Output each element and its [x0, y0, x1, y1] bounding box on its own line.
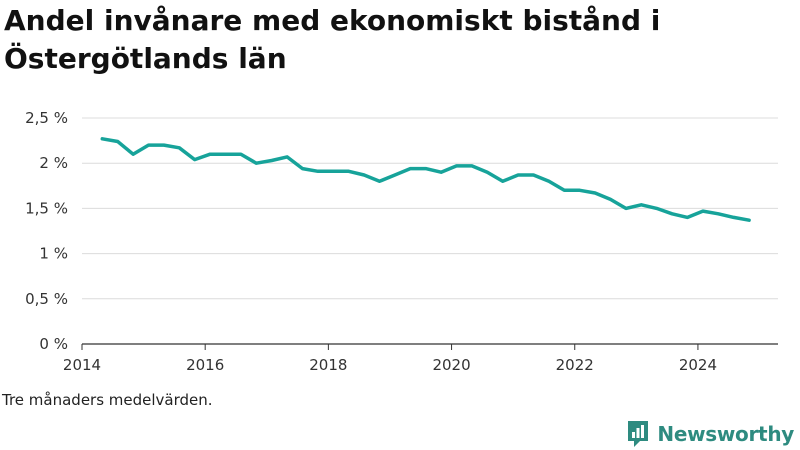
brand-logo: Newsworthy [626, 418, 794, 450]
x-tick-label: 2024 [679, 356, 717, 374]
brand-name: Newsworthy [657, 422, 794, 446]
footnote: Tre månaders medelvärden. [2, 391, 213, 409]
x-tick-label: 2018 [309, 356, 347, 374]
line-chart: 0 % 0,5 % 1 % 1,5 % 2 % 2,5 % 2014 2016 2018 202… [25, 109, 778, 374]
y-tick-label: 1,5 % [25, 199, 68, 217]
y-tick-label: 0 % [39, 335, 68, 353]
y-tick-label: 1 % [39, 245, 68, 263]
x-tick-label: 2020 [432, 356, 470, 374]
chart-title: Andel invånare med ekonomiskt bistånd i … [4, 4, 661, 75]
x-tick-label: 2016 [186, 356, 224, 374]
data-series [100, 137, 751, 222]
x-axis: 2014 2016 2018 2020 2022 2024 [63, 343, 778, 374]
x-tick-label: 2014 [63, 356, 101, 374]
y-tick-label: 0,5 % [25, 290, 68, 308]
grid-lines [82, 117, 778, 300]
y-axis: 0 % 0,5 % 1 % 1,5 % 2 % 2,5 % [25, 109, 68, 353]
x-tick-label: 2022 [556, 356, 594, 374]
y-tick-label: 2 % [39, 154, 68, 172]
newsworthy-logo-icon [628, 421, 649, 447]
y-tick-label: 2,5 % [25, 109, 68, 127]
